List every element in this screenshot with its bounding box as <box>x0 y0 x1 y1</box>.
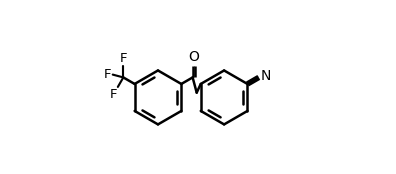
Text: N: N <box>261 69 271 83</box>
Text: F: F <box>104 68 111 81</box>
Text: F: F <box>109 88 117 101</box>
Text: O: O <box>188 50 199 64</box>
Text: F: F <box>120 52 127 65</box>
